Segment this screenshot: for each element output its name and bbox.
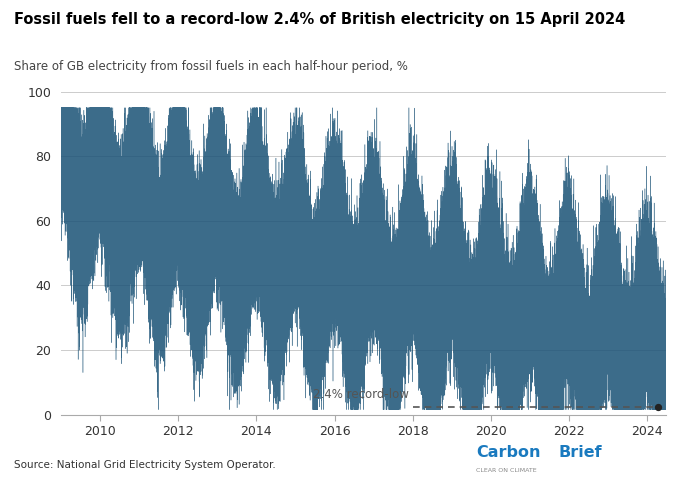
Text: 2.4% record-low: 2.4% record-low	[313, 388, 409, 401]
Text: Carbon: Carbon	[476, 445, 541, 460]
Text: Source: National Grid Electricity System Operator.: Source: National Grid Electricity System…	[14, 460, 275, 470]
Text: Brief: Brief	[559, 445, 602, 460]
Text: CLEAR ON CLIMATE: CLEAR ON CLIMATE	[476, 469, 537, 473]
Point	[652, 403, 663, 411]
Text: Share of GB electricity from fossil fuels in each half-hour period, %: Share of GB electricity from fossil fuel…	[14, 60, 407, 73]
Text: Fossil fuels fell to a record-low 2.4% of British electricity on 15 April 2024: Fossil fuels fell to a record-low 2.4% o…	[14, 12, 625, 27]
